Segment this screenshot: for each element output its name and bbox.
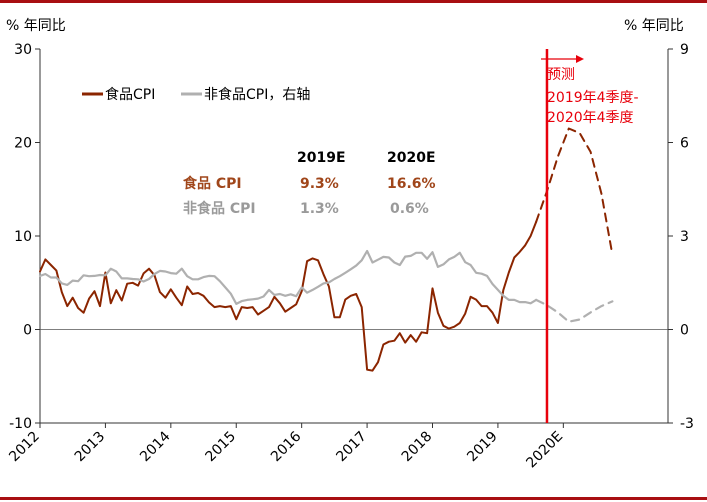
- forecast-arrow-label: 预测: [547, 67, 575, 83]
- table-header-2019e: 2019E: [297, 150, 346, 166]
- forecast-arrow-head: [576, 55, 584, 63]
- top-rule: [0, 0, 707, 3]
- left-axis-unit-label: % 年同比: [6, 18, 66, 34]
- table-value-nonfood-2019e: 1.3%: [300, 201, 339, 217]
- x-axis-tick-label: 2017: [333, 429, 370, 466]
- left-axis-tick-label: -10: [9, 416, 32, 432]
- left-axis-tick-label: 20: [14, 136, 32, 152]
- series-line-nonfood-cpi-solid: [38, 249, 538, 305]
- bottom-rule: [0, 497, 707, 500]
- legend-label-nonfood-cpi: 非食品CPI，右轴: [204, 86, 310, 103]
- table-value-nonfood-2020e: 0.6%: [390, 201, 429, 217]
- right-axis-tick-label: 9: [680, 42, 689, 58]
- series-line-food-cpi-dashed: [535, 127, 614, 256]
- right-axis-tick-label: 3: [680, 229, 689, 245]
- table-value-food-2020e: 16.6%: [387, 176, 436, 192]
- legend: 食品CPI 非食品CPI，右轴: [82, 86, 310, 103]
- table-value-food-2019e: 9.3%: [300, 176, 339, 192]
- right-axis-tick-label: 6: [680, 136, 689, 152]
- x-axis-tick-label: 2020E: [523, 429, 566, 472]
- forecast-period-line-2: 2020年4季度: [547, 110, 634, 126]
- forecast-period-line-1: 2019年4季度-: [547, 90, 639, 106]
- x-axis-tick-label: 2015: [203, 429, 240, 466]
- x-axis-tick-label: 2016: [268, 428, 305, 465]
- forecast-annotation: 预测 2019年4季度- 2020年4季度: [541, 55, 639, 126]
- left-axis-tick-label: 0: [23, 323, 32, 339]
- right-axis-unit-label: % 年同比: [624, 18, 684, 34]
- table-header-2020e: 2020E: [387, 150, 436, 166]
- x-axis-tick-label: 2018: [399, 429, 436, 466]
- table-row-label-nonfood-cpi: 非食品 CPI: [183, 200, 256, 217]
- x-axis-tick-label: 2014: [137, 428, 174, 465]
- x-axis-tick-label: 2012: [6, 429, 43, 466]
- series-line-food-cpi-solid: [39, 221, 538, 372]
- table-row-label-food-cpi: 食品 CPI: [183, 175, 242, 192]
- left-axis-tick-label: 30: [14, 42, 32, 58]
- x-axis-tick-label: 2019: [464, 429, 501, 466]
- forecast-table: 2019E 2020E 食品 CPI 9.3% 16.6% 非食品 CPI 1.…: [183, 150, 436, 217]
- x-axis-tick-label: 2013: [72, 429, 109, 466]
- right-axis-tick-label: 0: [680, 323, 689, 339]
- left-axis-tick-label: 10: [14, 229, 32, 245]
- legend-label-food-cpi: 食品CPI: [105, 86, 155, 103]
- right-axis-tick-label: -3: [680, 416, 694, 432]
- series-line-nonfood-cpi-dashed: [534, 298, 614, 323]
